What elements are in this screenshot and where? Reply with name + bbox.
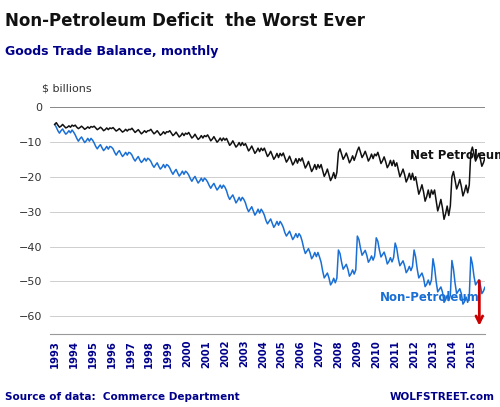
- Text: $ billions: $ billions: [42, 83, 92, 94]
- Text: Goods Trade Balance, monthly: Goods Trade Balance, monthly: [5, 45, 218, 58]
- Text: Non-Petroleum: Non-Petroleum: [380, 291, 480, 304]
- Text: WOLFSTREET.com: WOLFSTREET.com: [390, 392, 495, 402]
- Text: Non-Petroleum Deficit  the Worst Ever: Non-Petroleum Deficit the Worst Ever: [5, 12, 365, 30]
- Text: Net Petroleum: Net Petroleum: [410, 149, 500, 162]
- Text: Source of data:  Commerce Department: Source of data: Commerce Department: [5, 392, 240, 402]
